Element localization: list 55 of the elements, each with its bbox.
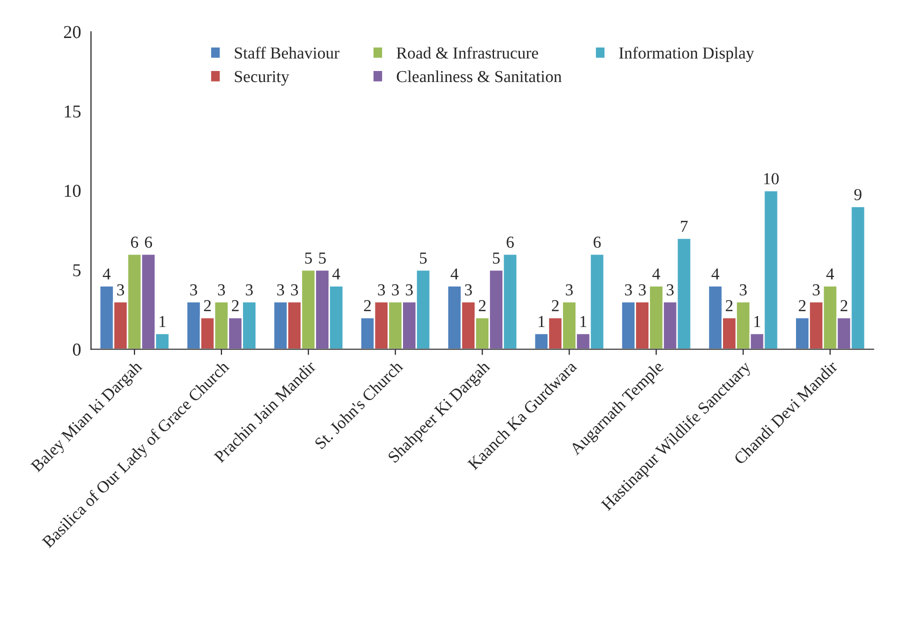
data-label: 3 (378, 284, 385, 296)
data-label: 3 (246, 284, 253, 296)
data-label: 4 (450, 268, 458, 280)
data-label: 1 (754, 316, 760, 328)
data-label: 7 (680, 220, 688, 232)
data-label: 2 (364, 300, 371, 312)
y-tick-label: 0 (72, 344, 81, 356)
legend-label: Security (234, 70, 290, 86)
data-label: 3 (406, 284, 413, 296)
data-label: 2 (840, 300, 848, 312)
data-label: 3 (666, 284, 674, 296)
y-tick-label: 5 (73, 264, 81, 276)
data-label: 3 (392, 284, 399, 296)
data-label: 6 (506, 236, 514, 248)
data-label: 10 (764, 173, 779, 184)
data-label: 3 (277, 284, 284, 296)
data-label: 3 (218, 284, 225, 296)
data-label: 3 (638, 284, 646, 296)
data-label: 2 (726, 300, 732, 312)
legend-label: Road & Infrastrucure (396, 46, 538, 59)
data-label: 9 (854, 189, 862, 200)
data-label: 3 (465, 284, 472, 296)
data-label: 4 (102, 268, 111, 280)
data-label: 5 (319, 252, 326, 264)
data-label: 3 (117, 284, 124, 296)
data-label: 3 (190, 284, 198, 296)
data-label: 1 (580, 316, 586, 328)
data-label: 1 (160, 316, 166, 328)
data-label: 3 (740, 284, 747, 296)
data-label: 5 (493, 252, 500, 264)
data-label: 3 (291, 284, 298, 296)
y-tick-label: 15 (64, 105, 81, 118)
data-label: 2 (478, 300, 486, 312)
data-label: 6 (144, 236, 152, 248)
data-label: 3 (812, 284, 820, 296)
data-label: 4 (652, 268, 660, 280)
data-label: 2 (232, 300, 239, 312)
y-tick-label: 10 (64, 184, 81, 197)
data-label: 2 (204, 300, 211, 312)
data-label: 2 (552, 300, 559, 312)
data-label: 1 (538, 316, 545, 328)
data-label: 5 (305, 252, 312, 264)
data-label: 4 (826, 268, 834, 280)
data-label: 4 (332, 268, 340, 280)
y-tick-label: 20 (64, 26, 81, 38)
legend-label: Staff Behaviour (234, 46, 340, 59)
legend-label: Information Display (619, 46, 754, 62)
data-label: 6 (594, 236, 601, 248)
data-label: 2 (798, 300, 806, 312)
data-label: 3 (625, 284, 632, 296)
data-label: 5 (420, 252, 427, 264)
data-label: 6 (131, 236, 138, 248)
legend-label: Cleanliness & Sanitation (396, 70, 562, 82)
data-label: 3 (566, 284, 573, 296)
data-label: 4 (712, 268, 720, 280)
